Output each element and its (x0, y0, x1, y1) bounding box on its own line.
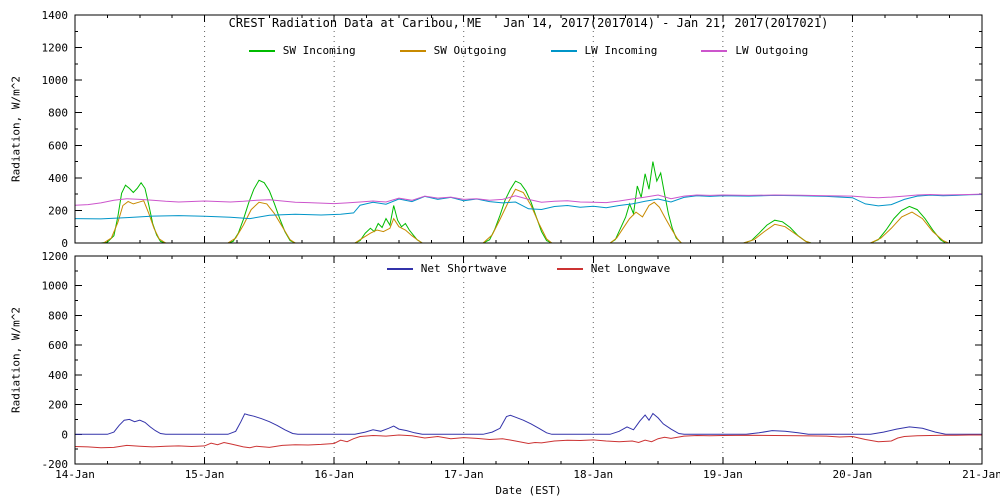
legend-item-lw-incoming: LW Incoming (550, 44, 658, 57)
y-tick-label: 1200 (42, 250, 69, 263)
legend-item-net-longwave: Net Longwave (556, 262, 671, 275)
legend-label: Net Longwave (590, 262, 671, 275)
x-tick-label: 21-Jan (962, 468, 1000, 481)
legend-label: SW Incoming (282, 44, 356, 57)
sw-incoming-line-swatch (248, 49, 275, 52)
net-shortwave-line-swatch (386, 267, 413, 270)
y-tick-label: 400 (48, 172, 68, 185)
x-axis-label: Date (EST) (495, 484, 562, 497)
legend-item-sw-outgoing: SW Outgoing (399, 44, 507, 57)
series-lw-incoming (74, 194, 983, 220)
x-tick-label: 14-Jan (55, 468, 95, 481)
legend-item-sw-incoming: SW Incoming (248, 44, 356, 57)
x-tick-label: 18-Jan (573, 468, 613, 481)
legend-item-lw-outgoing: LW Outgoing (701, 44, 808, 57)
y-tick-label: 200 (48, 399, 68, 412)
legend-label: LW Incoming (584, 44, 658, 57)
y-tick-label: 600 (48, 139, 68, 152)
y-tick-label: 1000 (42, 74, 69, 87)
x-tick-label: 17-Jan (444, 468, 484, 481)
x-tick-label: 15-Jan (185, 468, 225, 481)
y-tick-label: 600 (48, 339, 68, 352)
series-lw-outgoing (74, 193, 983, 206)
y-tick-label: 400 (48, 369, 68, 382)
y-tick-label: 800 (48, 107, 68, 120)
y-tick-label: 200 (48, 204, 68, 217)
legend-label: SW Outgoing (433, 44, 507, 57)
y-tick-label: 0 (61, 428, 68, 441)
series-net-longwave (74, 434, 982, 449)
lw-outgoing-line-swatch (701, 49, 728, 52)
y-tick-label: 1000 (42, 280, 69, 293)
bottom-legend: Net Shortwave Net Longwave (75, 262, 982, 275)
lw-incoming-line-swatch (550, 49, 577, 52)
legend-label: Net Shortwave (420, 262, 507, 275)
series-net-shortwave (75, 412, 982, 435)
y-tick-label: -200 (42, 458, 69, 471)
net-longwave-line-swatch (556, 267, 583, 270)
sw-outgoing-line-swatch (399, 49, 426, 52)
panel-border (74, 14, 983, 244)
top-legend: SW Incoming SW Outgoing LW Incoming LW O… (75, 44, 982, 57)
series-sw-incoming (75, 161, 982, 244)
x-tick-label: 19-Jan (703, 468, 743, 481)
legend-label: LW Outgoing (735, 44, 809, 57)
chart-title: CREST Radiation Data at Caribou, ME Jan … (228, 16, 829, 30)
y-tick-label: 0 (61, 237, 68, 250)
legend-item-net-shortwave: Net Shortwave (386, 262, 507, 275)
y-tick-label: 800 (48, 309, 68, 322)
x-tick-label: 16-Jan (314, 468, 354, 481)
x-tick-label: 20-Jan (833, 468, 873, 481)
y-tick-label: 1200 (42, 42, 69, 55)
panel-border (74, 255, 983, 465)
y-tick-label: 1400 (42, 9, 69, 22)
